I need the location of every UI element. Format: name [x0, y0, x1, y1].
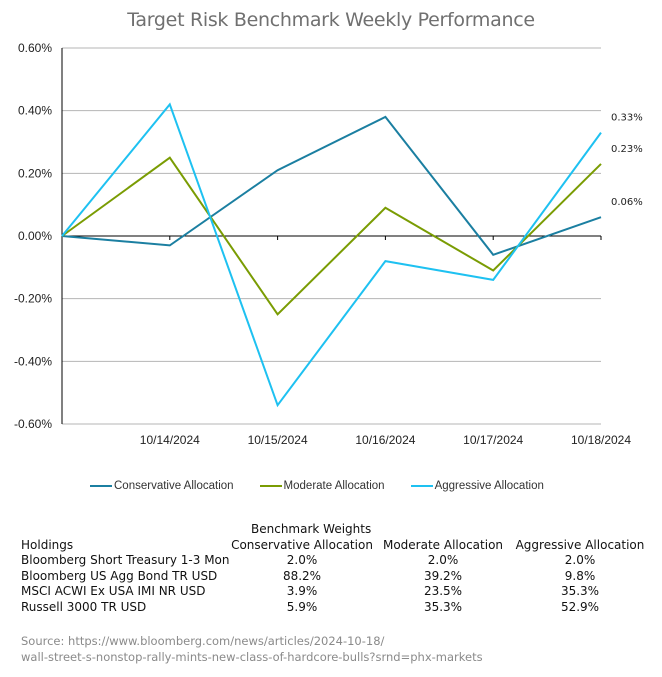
series-line-moderate-allocation [61, 156, 602, 316]
legend-swatch-moderate [259, 485, 282, 487]
y-tick-label: 0.20% [18, 166, 52, 180]
data-label: 0.23% [611, 144, 643, 155]
data-label: 0.33% [611, 113, 643, 124]
table-cell: 9.8% [564, 568, 596, 583]
table-header: Moderate Allocation [382, 537, 504, 552]
legend-item-conservative[interactable]: Conservative Allocation [90, 480, 234, 492]
table-super-header-row: Benchmark Weights [21, 522, 647, 538]
table-super-header: Benchmark Weights [251, 522, 372, 536]
legend-label: Moderate Allocation [283, 480, 385, 492]
table-cell: 52.9% [560, 599, 600, 614]
benchmark-weights-table: Benchmark Weights Holdings Conservative … [21, 522, 647, 615]
source-line[interactable]: wall-street-s-nonstop-rally-mints-new-cl… [21, 650, 483, 664]
source-line[interactable]: Source: https://www.bloomberg.com/news/a… [21, 634, 385, 648]
legend-label: Aggressive Allocation [434, 480, 544, 492]
x-tick-label: 10/17/2024 [463, 433, 523, 447]
table-cell: 35.3% [423, 599, 463, 614]
y-tick-label: -0.40% [14, 354, 52, 368]
legend-item-aggressive[interactable]: Aggressive Allocation [410, 480, 544, 492]
legend-label: Conservative Allocation [114, 480, 234, 492]
table-cell: 2.0% [286, 553, 318, 567]
table-cell: 23.5% [423, 584, 463, 598]
table-cell: Bloomberg US Agg Bond TR USD [21, 568, 218, 583]
table-header-row: Holdings Conservative Allocation Moderat… [21, 538, 647, 554]
y-tick-label: 0.60% [18, 41, 52, 55]
y-tick-label: -0.20% [14, 292, 52, 306]
table-cell: 2.0% [427, 553, 459, 567]
y-tick-label: -0.60% [14, 417, 52, 431]
table-cell: MSCI ACWI Ex USA IMI NR USD [21, 584, 206, 598]
table-row: Bloomberg US Agg Bond TR USD 88.2% 39.2%… [21, 569, 647, 585]
table-cell: 88.2% [282, 568, 322, 583]
series-line-conservative-allocation [61, 115, 602, 256]
table-cell: 2.0% [564, 553, 596, 567]
series-line-aggressive-allocation [61, 102, 602, 408]
table-cell: Russell 3000 TR USD [21, 599, 147, 614]
line-chart: 0.60% 0.40% 0.20% 0.00% -0.20% -0.40% -0.60% 10… [14, 41, 643, 447]
x-tick-label: 10/16/2024 [355, 433, 415, 447]
y-tick-label: 0.00% [18, 229, 52, 243]
chart-title: Target Risk Benchmark Weekly Performance [127, 9, 535, 31]
table-header: Conservative Allocation [231, 537, 373, 552]
table-header: Holdings [21, 537, 74, 552]
y-tick-label: 0.40% [18, 104, 52, 118]
table-header: Aggressive Allocation [515, 537, 645, 552]
source-note: Source: https://www.bloomberg.com/news/a… [21, 633, 483, 665]
table-cell: 5.9% [286, 599, 318, 614]
legend-item-moderate[interactable]: Moderate Allocation [259, 480, 385, 492]
table-row: Bloomberg Short Treasury 1-3 Mon 2.0% 2.… [21, 553, 647, 569]
table-cell: 3.9% [286, 584, 318, 598]
table-row: MSCI ACWI Ex USA IMI NR USD 3.9% 23.5% 3… [21, 584, 647, 600]
table-cell: Bloomberg Short Treasury 1-3 Mon [21, 553, 230, 567]
x-tick-label: 10/18/2024 [571, 433, 631, 447]
table-cell: 35.3% [560, 584, 600, 598]
chart-legend: Conservative Allocation Moderate Allocat… [90, 480, 570, 492]
data-label: 0.06% [611, 197, 643, 208]
legend-swatch-conservative [90, 485, 112, 487]
x-tick-label: 10/15/2024 [248, 433, 308, 447]
table-cell: 39.2% [423, 568, 463, 583]
legend-swatch-aggressive [410, 485, 433, 487]
x-tick-label: 10/14/2024 [140, 433, 200, 447]
table-row: Russell 3000 TR USD 5.9% 35.3% 52.9% [21, 600, 647, 616]
